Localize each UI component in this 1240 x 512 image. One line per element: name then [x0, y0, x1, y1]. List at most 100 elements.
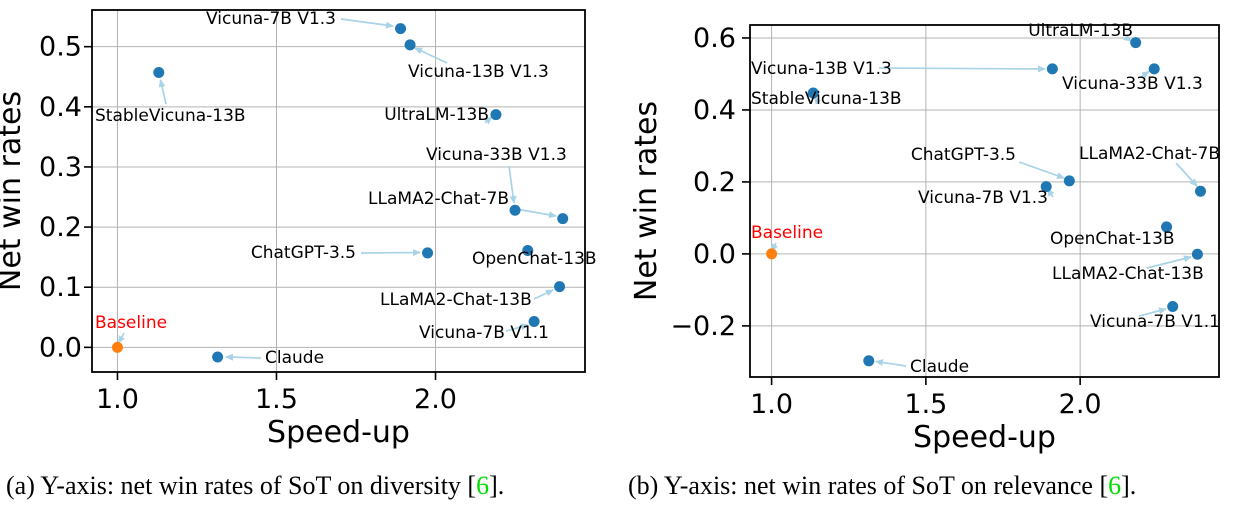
y-tick-label: −0.2 [670, 311, 736, 342]
x-tick-label: 2.0 [414, 384, 457, 415]
annotation-arrow [117, 332, 125, 344]
x-tick-label: 2.0 [1059, 389, 1102, 420]
caption-b-text: (b) Y-axis: net win rates of SoT on rele… [628, 471, 1109, 500]
annotation-arrow [340, 18, 394, 29]
data-point [395, 23, 407, 35]
y-tick-label: 0.3 [39, 152, 82, 183]
caption-a-citation: 6 [476, 471, 490, 500]
annotation-arrow [360, 249, 421, 257]
annotation-arrow [878, 65, 1046, 73]
x-tick-label: 1.0 [96, 384, 139, 415]
caption-a-suffix: ]. [489, 471, 505, 500]
point-annotation-label: LLaMA2-Chat-13B [1052, 264, 1204, 284]
data-point [490, 109, 502, 121]
point-annotation-label: Claude [910, 357, 969, 377]
data-point [1148, 63, 1160, 75]
annotation-arrow [508, 165, 517, 204]
annotation-arrow [158, 79, 167, 105]
point-annotation-label: ChatGPT-3.5 [911, 145, 1016, 165]
annotation-arrow [1140, 70, 1150, 79]
y-axis-label: Net win rates [0, 91, 28, 291]
point-annotation-label: UltraLM-13B [384, 105, 489, 125]
baseline-annotation-label: Baseline [95, 313, 167, 333]
data-point [807, 87, 819, 99]
x-tick-label: 1.5 [255, 384, 298, 415]
caption-a-text: (a) Y-axis: net win rates of SoT on dive… [6, 471, 477, 500]
scatter-plot-b: 1.0 1.5 2.0 −0.2 0.0 0.2 0.4 0.6 Speed-up Net win… [629, 21, 1220, 455]
caption-b-citation: 6 [1108, 471, 1122, 500]
baseline-annotation-label: Baseline [751, 223, 823, 243]
y-tick-label: 0.6 [693, 23, 736, 54]
x-tick-label: 1.5 [904, 389, 947, 420]
data-point [1046, 63, 1058, 75]
annotation-arrow [1123, 34, 1132, 42]
data-point [1161, 221, 1173, 233]
point-annotation-label: LLaMA2-Chat-7B [1079, 144, 1220, 164]
y-tick-label: 0.4 [693, 95, 736, 126]
data-point [1063, 175, 1075, 187]
point-annotation-label: UltraLM-13B [1028, 21, 1133, 41]
point-annotation-label: Vicuna-7B V1.3 [918, 188, 1048, 208]
data-point [1191, 248, 1203, 260]
point-annotation-label: StableVicuna-13B [95, 106, 246, 126]
point-annotation-label: Vicuna-33B V1.3 [1062, 74, 1203, 94]
y-tick-label: 0.5 [39, 32, 82, 63]
data-point [528, 315, 540, 327]
point-annotation-label: Vicuna-13B V1.3 [408, 62, 549, 82]
annotation-arrow [533, 289, 554, 300]
annotation-arrow [414, 47, 448, 64]
point-annotation-label: Vicuna-7B V1.1 [1090, 312, 1220, 332]
y-tick-label: 0.4 [39, 92, 82, 123]
data-point [1130, 37, 1142, 49]
data-point [1040, 181, 1052, 193]
data-point [863, 355, 875, 367]
point-annotation-label: Vicuna-7B V1.1 [419, 323, 549, 343]
point-annotation-label: OpenChat-13B [1050, 229, 1175, 249]
point-annotation-label: Claude [265, 348, 324, 368]
point-annotation-label: Vicuna-33B V1.3 [426, 145, 567, 165]
point-annotation-label: Vicuna-7B V1.3 [206, 9, 336, 29]
baseline-point [111, 341, 123, 353]
x-axis-label: Speed-up [913, 420, 1056, 455]
data-point [404, 39, 416, 51]
x-tick-label: 1.0 [750, 389, 793, 420]
annotation-arrow [1018, 161, 1065, 179]
point-annotation-label: OpenChat-13B [472, 249, 597, 269]
data-point [522, 245, 534, 257]
data-point [509, 204, 521, 216]
point-annotation-label: LLaMA2-Chat-13B [380, 290, 532, 310]
annotation-arrow [505, 323, 529, 332]
x-axis-label: Speed-up [267, 415, 410, 450]
y-tick-label: 0.0 [693, 239, 736, 270]
data-point [557, 213, 569, 225]
plot-border [91, 9, 586, 373]
annotation-arrow [1146, 255, 1192, 269]
point-annotation-label: ChatGPT-3.5 [251, 243, 356, 263]
caption-a: (a) Y-axis: net win rates of SoT on dive… [6, 471, 504, 501]
annotation-arrow [875, 359, 907, 367]
point-annotation-label: StableVicuna-13B [751, 89, 902, 109]
caption-b-suffix: ]. [1121, 471, 1137, 500]
point-annotation-label: Vicuna-13B V1.3 [751, 59, 892, 79]
caption-b: (b) Y-axis: net win rates of SoT on rele… [628, 471, 1136, 501]
scatter-plot-a: 1.0 1.5 2.0 0.0 0.1 0.2 0.3 0.4 0.5 Speed-up Net w… [0, 9, 597, 450]
data-point [422, 247, 434, 259]
point-annotation-label: LLaMA2-Chat-7B [368, 189, 509, 209]
baseline-point [766, 248, 778, 260]
y-tick-label: 0.0 [39, 332, 82, 363]
data-point [212, 351, 224, 363]
data-point [153, 67, 165, 79]
annotation-arrow [483, 116, 493, 125]
y-tick-label: 0.2 [693, 167, 736, 198]
annotation-arrow [1175, 162, 1198, 187]
annotation-arrow [515, 208, 557, 219]
annotation-arrow [225, 353, 262, 361]
annotation-arrow [1138, 307, 1167, 317]
y-tick-label: 0.2 [39, 212, 82, 243]
data-point [554, 281, 566, 293]
y-tick-label: 0.1 [39, 272, 82, 303]
data-point [1194, 185, 1206, 197]
y-axis-label: Net win rates [629, 101, 664, 301]
data-point [1167, 300, 1179, 312]
